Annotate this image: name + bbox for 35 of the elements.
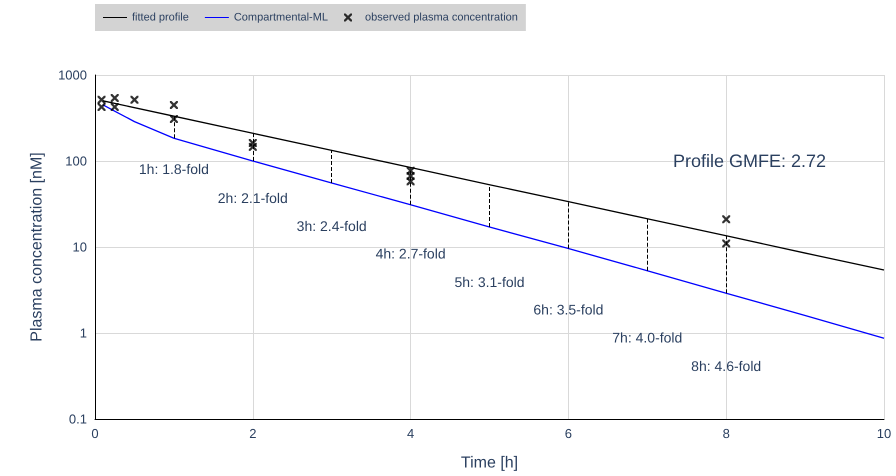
annotation: 1h: 1.8-fold bbox=[138, 161, 209, 178]
annotation: 3h: 2.4-fold bbox=[296, 218, 367, 234]
annotation: 4h: 2.7-fold bbox=[376, 246, 446, 262]
y-tick-label: 1 bbox=[80, 326, 87, 340]
point bbox=[170, 114, 178, 123]
legend-label: fitted profile bbox=[132, 12, 189, 24]
point bbox=[110, 94, 119, 102]
point bbox=[130, 96, 138, 104]
annotation: 5h: 3.1-fold bbox=[454, 274, 525, 290]
point bbox=[248, 142, 257, 151]
annotation: Profile GMFE: 2.72 bbox=[672, 151, 826, 171]
x-tick-label: 8 bbox=[722, 426, 730, 441]
annotation: 7h: 4.0-fold bbox=[612, 330, 682, 346]
annotation: 2h: 2.1-fold bbox=[218, 190, 288, 206]
point bbox=[406, 177, 415, 186]
point bbox=[722, 215, 730, 224]
x-tick-label: 6 bbox=[564, 426, 572, 441]
legend-label: Compartmental-ML bbox=[234, 12, 328, 24]
y-tick-label: 1000 bbox=[58, 68, 87, 82]
point bbox=[722, 239, 730, 248]
x-tick-label: 4 bbox=[406, 426, 414, 441]
annotation: 8h: 4.6-fold bbox=[691, 358, 762, 374]
y-axis-title: Plasma concentration [nM] bbox=[28, 152, 46, 342]
y-tick-label: 100 bbox=[65, 154, 87, 168]
x-tick-label: 2 bbox=[249, 426, 256, 441]
legend-label: observed plasma concentration bbox=[365, 12, 518, 24]
x-tick-label: 0 bbox=[91, 426, 99, 441]
point bbox=[98, 102, 106, 111]
point bbox=[110, 102, 119, 111]
point bbox=[170, 100, 178, 109]
y-tick-label: 0.1 bbox=[68, 412, 87, 426]
y-tick-label: 10 bbox=[72, 240, 87, 254]
x-tick-label: 10 bbox=[876, 426, 892, 441]
annotation: 6h: 3.5-fold bbox=[533, 302, 604, 318]
x-axis-title: Time [h] bbox=[460, 454, 518, 472]
